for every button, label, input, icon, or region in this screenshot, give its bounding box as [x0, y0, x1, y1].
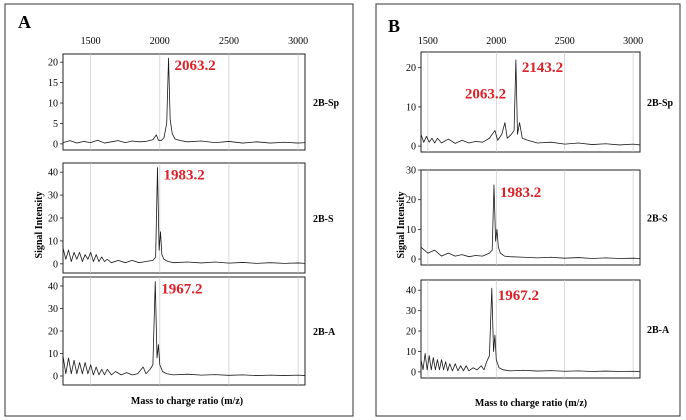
panel-b-sample-label: 2B-S: [647, 214, 668, 225]
panel-b-subplot-2b-a: 0 10 20 30 40 1967.2 2B-A: [406, 279, 670, 379]
panel-b-subplot-2b-s: 0 10 20 30 1983.2 2B-S: [406, 166, 668, 266]
panel-b-x-tick-label: 1500: [418, 36, 438, 47]
panel-b-subplot-frame: [420, 51, 641, 153]
panel-a-y-tick-label: 10: [48, 349, 58, 360]
panel-b-y-tick-label: 10: [406, 347, 416, 358]
panel-a-y-tick-label: 40: [48, 282, 58, 293]
panel-b-y-tick-label: 10: [406, 225, 416, 236]
panel-a-subplot-frame: [62, 276, 306, 386]
panel-a-y-tick-label: 0: [53, 372, 58, 383]
panel-b-sample-label: 2B-Sp: [647, 98, 674, 109]
panel-a-sample-label: 2B-A: [313, 327, 336, 338]
panel-b-ylabel: Signal Intensity: [396, 192, 407, 259]
panel-b-spectrum-line: [420, 59, 641, 146]
panel-b-spectrum-line: [420, 287, 641, 372]
panel-b-peak-label: 1967.2: [498, 288, 539, 304]
panel-b-y-tick-label: 0: [411, 255, 416, 266]
panel-b-x-tick-label: 2500: [555, 36, 575, 47]
panel-a-subplot-frame: [62, 53, 306, 151]
panel-a-spectrum-line: [62, 57, 306, 144]
panel-a-x-tick-label: 1500: [81, 36, 101, 47]
panel-a-subplot-2b-sp: 0 5 10 15 20 2063.2 2B-Sp: [48, 53, 340, 151]
panel-b-y-tick-label: 0: [411, 367, 416, 378]
panel-a-y-tick-label: 30: [48, 304, 58, 315]
panel-b-y-tick-label: 20: [406, 63, 416, 74]
panel-a-y-tick-label: 0: [53, 139, 58, 150]
panel-a-subplot-2b-s: 0 10 20 30 40 1983.2 2B-S: [48, 162, 334, 274]
panel-b-x-tick-label: 3000: [623, 36, 643, 47]
panel-b-subplot-frame: [420, 169, 641, 266]
panel-a-peak-label: 2063.2: [175, 58, 216, 74]
panel-a-x-tick-label: 3000: [288, 36, 308, 47]
panel-b-subplot-frame: [420, 279, 641, 379]
panel-a-x-tick-label: 2000: [150, 36, 170, 47]
panel-a-sample-label: 2B-S: [313, 214, 334, 225]
panel-a-y-tick-label: 15: [48, 78, 58, 89]
panel-b-y-tick-label: 30: [406, 166, 416, 177]
panel-b-letter: B: [388, 16, 400, 36]
panel-b-spectrum-line: [420, 184, 641, 259]
panel-a-y-tick-label: 5: [53, 119, 58, 130]
panel-b-subplot-2b-sp: 0 10 20 2143.2 2063.2 2B-Sp: [406, 51, 674, 153]
panel-a-y-tick-label: 20: [48, 327, 58, 338]
panel-b-y-tick-label: 30: [406, 306, 416, 317]
panel-b-y-tick-label: 0: [411, 142, 416, 153]
panel-a-y-tick-label: 20: [48, 58, 58, 69]
panel-b-y-tick-label: 20: [406, 195, 416, 206]
panel-a-y-tick-label: 40: [48, 168, 58, 179]
panel-b-sample-label: 2B-A: [647, 325, 670, 336]
panel-a-y-tick-label: 0: [53, 259, 58, 270]
panel-b-y-tick-label: 40: [406, 286, 416, 297]
panel-a-y-tick-label: 20: [48, 214, 58, 225]
panel-b-x-tick-label: 2000: [486, 36, 506, 47]
panel-b-peak-label: 2143.2: [522, 60, 563, 76]
panel-b-y-tick-label: 20: [406, 327, 416, 338]
panel-a-border: [4, 3, 354, 417]
panel-a-y-tick-label: 10: [48, 99, 58, 110]
panel-a-ylabel: Signal Intensity: [34, 192, 45, 259]
panel-a-spectrum-line: [62, 281, 306, 376]
panel-a-y-tick-label: 10: [48, 236, 58, 247]
panel-a-y-tick-label: 30: [48, 191, 58, 202]
panel-a-xlabel: Mass to charge ratio (m/z): [131, 396, 243, 407]
panel-b-secondary-peak-label: 2063.2: [465, 87, 506, 103]
panel-a-subplot-2b-a: 0 10 20 30 40 1967.2 2B-A: [48, 276, 336, 386]
panel-b-xlabel: Mass to charge ratio (m/z): [475, 398, 587, 409]
panel-a-spectrum-line: [62, 167, 306, 264]
panel-b-border: [375, 3, 681, 417]
panel-a-sample-label: 2B-Sp: [313, 98, 340, 109]
panel-a-peak-label: 1967.2: [161, 282, 202, 298]
panel-a-letter: A: [18, 12, 31, 32]
panel-a-subplot-frame: [62, 162, 306, 274]
panel-a-peak-label: 1983.2: [163, 168, 204, 184]
panel-a-x-tick-label: 2500: [219, 36, 239, 47]
panel-b-y-tick-label: 10: [406, 102, 416, 113]
panel-b-peak-label: 1983.2: [500, 185, 541, 201]
